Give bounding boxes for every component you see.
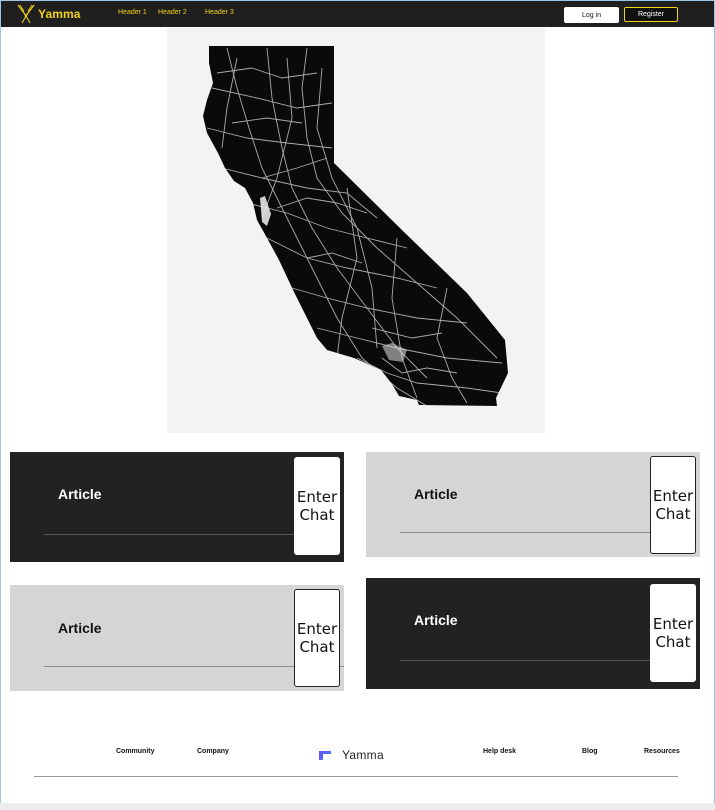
brand-logo[interactable]: Yamma [17, 4, 81, 24]
footer-link-resources[interactable]: Resources [644, 748, 680, 755]
yamma-logo-icon [17, 4, 35, 24]
login-button[interactable]: Log in [564, 7, 619, 23]
navbar: Yamma Header 1 Header 2 Header 3 Log in … [1, 1, 714, 27]
yamma-footer-logo-icon [319, 751, 331, 760]
divider [44, 534, 302, 535]
footer-link-company[interactable]: Company [197, 748, 229, 755]
footer-divider [34, 776, 678, 777]
nav-link-header-2[interactable]: Header 2 [158, 9, 187, 16]
article-title: Article [58, 486, 102, 502]
article-title: Article [414, 612, 458, 628]
article-card-2: Article Enter Chat [366, 452, 700, 557]
footer-brand-name: Yamma [342, 748, 384, 762]
divider [400, 532, 658, 533]
california-map-icon [203, 46, 508, 406]
enter-chat-button[interactable]: Enter Chat [650, 584, 696, 682]
nav-link-header-3[interactable]: Header 3 [205, 9, 234, 16]
article-title: Article [414, 486, 458, 502]
article-card-3: Article Enter Chat [10, 585, 344, 691]
article-title: Article [58, 620, 102, 636]
article-card-4: Article Enter Chat [366, 578, 700, 689]
footer-link-blog[interactable]: Blog [582, 748, 598, 755]
california-map-image [167, 28, 545, 433]
brand-name: Yamma [38, 7, 81, 21]
register-button[interactable]: Register [624, 7, 678, 22]
footer-brand-logo[interactable]: Yamma [318, 748, 384, 762]
footer-link-help-desk[interactable]: Help desk [483, 748, 517, 755]
enter-chat-button[interactable]: Enter Chat [294, 589, 340, 687]
article-card-1: Article Enter Chat [10, 452, 344, 562]
enter-chat-button[interactable]: Enter Chat [650, 456, 696, 554]
bottom-strip [0, 803, 715, 810]
nav-link-header-1[interactable]: Header 1 [118, 9, 147, 16]
divider [400, 660, 658, 661]
enter-chat-button[interactable]: Enter Chat [294, 457, 340, 555]
divider [44, 666, 344, 667]
footer-link-community[interactable]: Community [116, 748, 155, 755]
